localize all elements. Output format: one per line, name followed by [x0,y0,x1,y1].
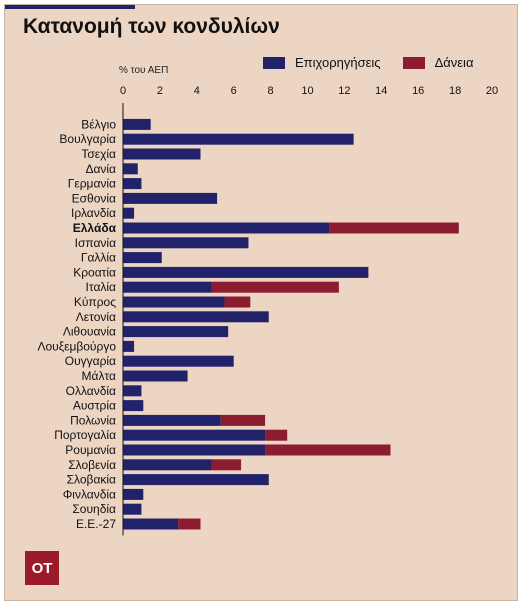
category-label: Κύπρος [74,295,116,309]
bar-grants [123,192,218,204]
category-label: Ρουμανία [65,443,116,457]
category-label: Σλοβενία [68,458,116,472]
bar-chart: 0 2 4 6 8 10 12 14 16 18 20 ΒέλγιοΒουλγαρίαΤσεχίαΔα… [37,85,498,536]
category-label: Γερμανία [68,177,116,191]
bar-loans [224,296,251,308]
bar-grants [123,474,269,486]
category-label: Κροατία [73,265,116,279]
category-label: Φινλανδία [63,487,116,501]
x-tick-label: 0 [120,85,126,97]
bar-loans [329,222,459,234]
bar-grants [123,340,135,352]
bar-loans [265,444,391,456]
bar-grants [123,385,142,397]
category-label: Εσθονία [72,191,116,205]
bar-grants [123,252,162,264]
bar-grants [123,503,142,515]
category-label: Μάλτα [82,369,117,383]
category-label: Ουγγαρία [65,354,116,368]
category-label: Ολλανδία [66,384,116,398]
category-label: Γαλλία [81,251,116,265]
category-label: Λετονία [76,310,116,324]
category-label: Ιρλανδία [71,206,116,220]
x-tick-label: 10 [301,85,313,97]
legend-label-loans: Δάνεια [434,55,474,70]
category-label: Ε.Ε.-27 [76,517,116,531]
bar-grants [123,400,144,412]
bar-grants [123,266,369,278]
bar-loans [265,429,288,441]
x-tick-label: 4 [194,85,200,97]
category-label: Βέλγιο [81,117,116,131]
category-label: Σουηδία [72,502,116,516]
bar-loans [211,459,242,471]
category-label: Σλοβακία [67,473,116,487]
bar-loans [211,281,339,293]
x-tick-label: 6 [231,85,237,97]
legend-item-grants: Επιχορηγήσεις [263,55,381,70]
category-label: Πορτογαλία [54,428,116,442]
legend-item-loans: Δάνεια [402,55,474,70]
legend: Επιχορηγήσεις Δάνεια [263,55,487,70]
bar-grants [123,148,201,160]
bar-grants [123,311,269,323]
category-label: Ισπανία [75,236,116,250]
chart-card: Κατανομή των κονδυλίων Επιχορηγήσεις Δάν… [4,4,518,601]
bar-grants [123,178,142,190]
category-label: Ελλάδα [73,221,117,235]
bar-grants [123,429,266,441]
bar-grants [123,355,234,367]
category-label: Δανία [85,162,116,176]
bar-loans [178,518,201,530]
x-tick-label: 14 [375,85,387,97]
category-label: Ιταλία [86,280,117,294]
x-tick-label: 2 [157,85,163,97]
bar-loans [220,414,266,426]
category-label: Πολωνία [70,413,116,427]
bar-grants [123,326,229,338]
category-label: Λουξεμβούργο [37,339,116,353]
accent-line [5,5,135,9]
bar-grants [123,370,188,382]
chart-title: Κατανομή των κονδυλίων [23,15,280,38]
bar-grants [123,207,135,219]
category-label: Τσεχία [81,147,116,161]
legend-swatch-loans [402,56,425,69]
x-tick-label: 20 [486,85,498,97]
brand-logo: OT [25,551,59,585]
legend-label-grants: Επιχορηγήσεις [295,55,381,70]
bar-grants [123,133,354,145]
x-tick-label: 8 [268,85,274,97]
x-axis-unit-label: % του ΑΕΠ [119,65,169,76]
bar-grants [123,222,330,234]
bar-grants [123,488,144,500]
bar-grants [123,444,266,456]
category-label: Αυστρία [73,399,116,413]
legend-swatch-grants [263,56,285,69]
bar-grants [123,296,225,308]
bar-grants [123,237,249,249]
bar-grants [123,281,212,293]
bar-grants [123,459,212,471]
bar-grants [123,414,221,426]
category-label: Βουλγαρία [59,132,116,146]
x-tick-label: 12 [338,85,350,97]
bar-grants [123,518,179,530]
bar-grants [123,118,151,130]
bar-grants [123,163,138,175]
x-tick-label: 16 [412,85,424,97]
category-label: Λιθουανία [63,325,116,339]
x-tick-label: 18 [449,85,461,97]
